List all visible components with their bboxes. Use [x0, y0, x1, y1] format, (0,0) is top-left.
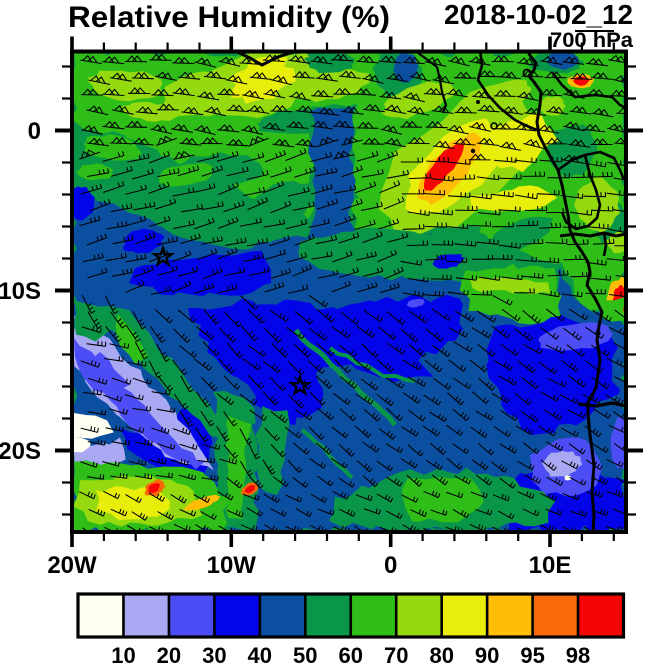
svg-text:10: 10	[111, 643, 135, 667]
svg-text:30: 30	[202, 643, 226, 667]
svg-text:10E: 10E	[529, 552, 572, 579]
svg-text:90: 90	[475, 643, 499, 667]
svg-text:20S: 20S	[0, 438, 41, 465]
svg-text:700 hPa: 700 hPa	[550, 29, 633, 52]
svg-text:0: 0	[384, 552, 397, 579]
svg-text:10W: 10W	[207, 552, 257, 579]
svg-text:98: 98	[566, 643, 590, 667]
svg-text:Relative Humidity (%): Relative Humidity (%)	[68, 1, 390, 34]
svg-text:95: 95	[520, 643, 544, 667]
svg-text:2018-10-02_12: 2018-10-02_12	[444, 0, 633, 30]
svg-text:20: 20	[157, 643, 181, 667]
svg-text:10S: 10S	[0, 278, 41, 305]
svg-text:80: 80	[429, 643, 453, 667]
svg-text:70: 70	[384, 643, 408, 667]
svg-text:60: 60	[339, 643, 363, 667]
svg-text:0: 0	[28, 118, 41, 145]
svg-text:20W: 20W	[47, 552, 97, 579]
svg-text:40: 40	[248, 643, 272, 667]
svg-text:50: 50	[293, 643, 317, 667]
